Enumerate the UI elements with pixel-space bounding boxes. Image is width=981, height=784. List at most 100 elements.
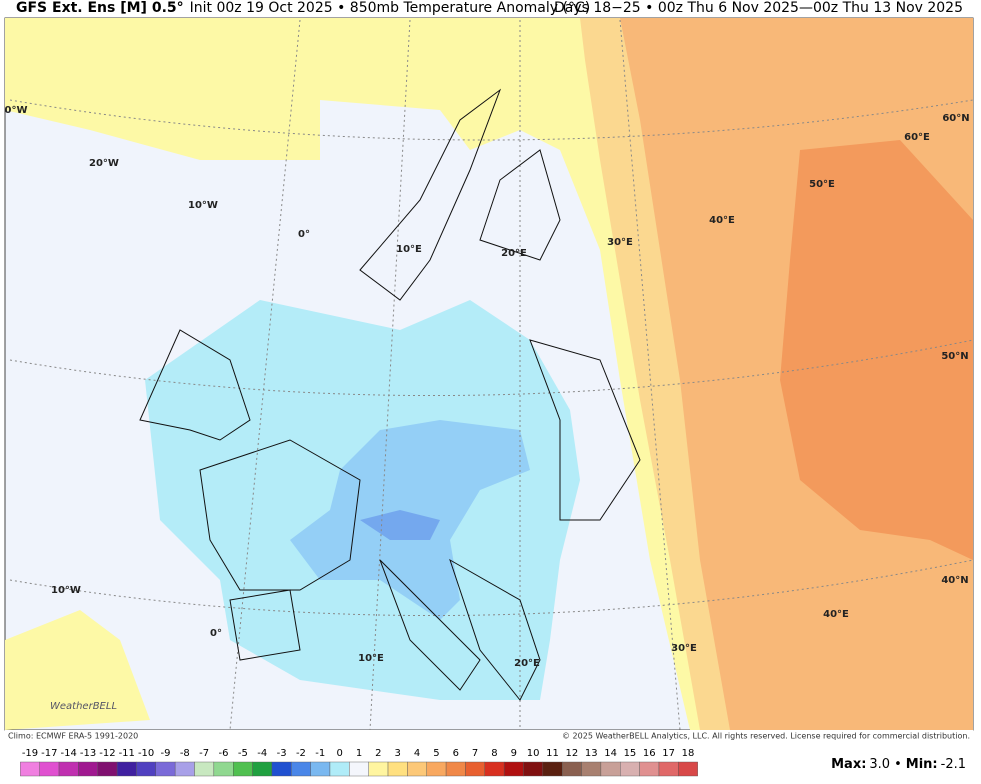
colorbar-swatch [78, 761, 98, 777]
colorbar-swatch [349, 761, 369, 777]
colorbar-swatch [523, 761, 544, 777]
colorbar-swatch [581, 761, 602, 777]
colorbar-label: -1 [315, 748, 325, 759]
credit-bar [5, 730, 973, 742]
colorbar-swatch [387, 761, 408, 777]
colorbar-label: 17 [662, 748, 675, 759]
grid-label: 20°E [514, 658, 540, 669]
colorbar-label: 6 [453, 748, 459, 759]
colorbar-swatch [407, 761, 427, 777]
colorbar-label: 7 [472, 748, 478, 759]
grid-label: 10°W [51, 585, 81, 596]
colorbar-label: 5 [433, 748, 439, 759]
cold-core [360, 510, 440, 540]
colorbar-label: 0 [336, 748, 342, 759]
colorbar-swatch [310, 761, 331, 777]
colorbar-swatch [155, 761, 176, 777]
grid-label: 0°W [5, 105, 28, 116]
colorbar-label: -11 [119, 748, 135, 759]
colorbar-swatch [252, 761, 273, 777]
colorbar-label: -2 [296, 748, 306, 759]
colorbar-label: 9 [511, 748, 517, 759]
colorbar-swatch [329, 761, 350, 777]
valid-time: Days 18−25 • 00z Thu 6 Nov 2025—00z Thu … [554, 0, 963, 16]
min-value: -2.1 [941, 757, 966, 772]
colorbar-swatch [562, 761, 582, 777]
grid-label: 0° [298, 229, 310, 240]
colorbar-swatch [136, 761, 156, 777]
colorbar-swatch [542, 761, 563, 777]
colorbar-label: -14 [61, 748, 77, 759]
colorbar-label: -19 [22, 748, 38, 759]
colorbar-swatch [639, 761, 660, 777]
grid-label: 60°E [904, 132, 930, 143]
colorbar-swatch [658, 761, 679, 777]
colorbar-swatch [271, 761, 292, 777]
separator: • [894, 757, 902, 772]
max-value: 3.0 [869, 757, 890, 772]
colorbar-swatch [116, 761, 137, 777]
colorbar-label: -10 [138, 748, 154, 759]
colorbar-label: 12 [566, 748, 579, 759]
coastlines [139, 88, 641, 701]
colorbar-label: 16 [643, 748, 656, 759]
grid-label: 50°N [941, 351, 968, 362]
colorbar-swatch [58, 761, 79, 777]
grid-label: 50°E [809, 179, 835, 190]
colorbar-swatch [291, 761, 311, 777]
colorbar-swatch [368, 761, 389, 777]
copyright: © 2025 WeatherBELL Analytics, LLC. All r… [562, 732, 970, 741]
grid-label: 40°E [709, 215, 735, 226]
colorbar-swatch [620, 761, 640, 777]
colorbar-swatch [445, 761, 466, 777]
colorbar-label: 1 [356, 748, 362, 759]
grid-label: 20°E [501, 248, 527, 259]
grid-label: 40°E [823, 609, 849, 620]
colorbar-label: 2 [375, 748, 381, 759]
colorbar-label: -13 [80, 748, 96, 759]
model: GFS Ext. Ens [M] 0.5° [16, 0, 184, 16]
colorbar-label: -6 [219, 748, 229, 759]
colorbar-swatch [174, 761, 195, 777]
grid-label: 30°E [671, 643, 697, 654]
grid-label: 60°N [942, 113, 969, 124]
colorbar-label: -8 [180, 748, 190, 759]
colorbar-label: 15 [624, 748, 637, 759]
grid-label: 10°E [358, 653, 384, 664]
colorbar-label: 14 [604, 748, 617, 759]
colorbar-swatch [20, 761, 40, 777]
stats: Max: 3.0 • Min: -2.1 [831, 757, 966, 772]
colorbar-label: -3 [277, 748, 287, 759]
colorbar-label: 18 [682, 748, 695, 759]
colorbar-swatch [465, 761, 485, 777]
colorbar-swatch [97, 761, 118, 777]
colorbar-label: 13 [585, 748, 598, 759]
colorbar-label: -12 [99, 748, 115, 759]
colorbar-label: 3 [395, 748, 401, 759]
climo: Climo: ECMWF ERA-5 1991-2020 [8, 732, 138, 741]
colorbar-swatch [39, 761, 60, 777]
colorbar-swatch [194, 761, 215, 777]
logo: WeatherBELL [50, 701, 117, 712]
init: Init 00z 19 Oct 2025 • 850mb Temperature… [190, 0, 591, 16]
grid-label: 40°N [941, 575, 968, 586]
colorbar-label: -9 [160, 748, 170, 759]
min-label: Min: [906, 757, 938, 772]
colorbar-label: -17 [41, 748, 57, 759]
colorbar-swatch [484, 761, 505, 777]
grid-label: 10°W [188, 200, 218, 211]
warm-area [780, 140, 973, 560]
max-label: Max: [831, 757, 866, 772]
colorbar-swatch [503, 761, 524, 777]
colorbar-label: 4 [414, 748, 420, 759]
warm-area [5, 610, 150, 730]
graticule [9, 19, 974, 731]
colorbar-swatch [426, 761, 447, 777]
colorbar-swatch [600, 761, 621, 777]
colorbar-label: -7 [199, 748, 209, 759]
grid-label: 10°E [396, 244, 422, 255]
colorbar-swatch [678, 761, 698, 777]
colorbar-label: -4 [257, 748, 267, 759]
